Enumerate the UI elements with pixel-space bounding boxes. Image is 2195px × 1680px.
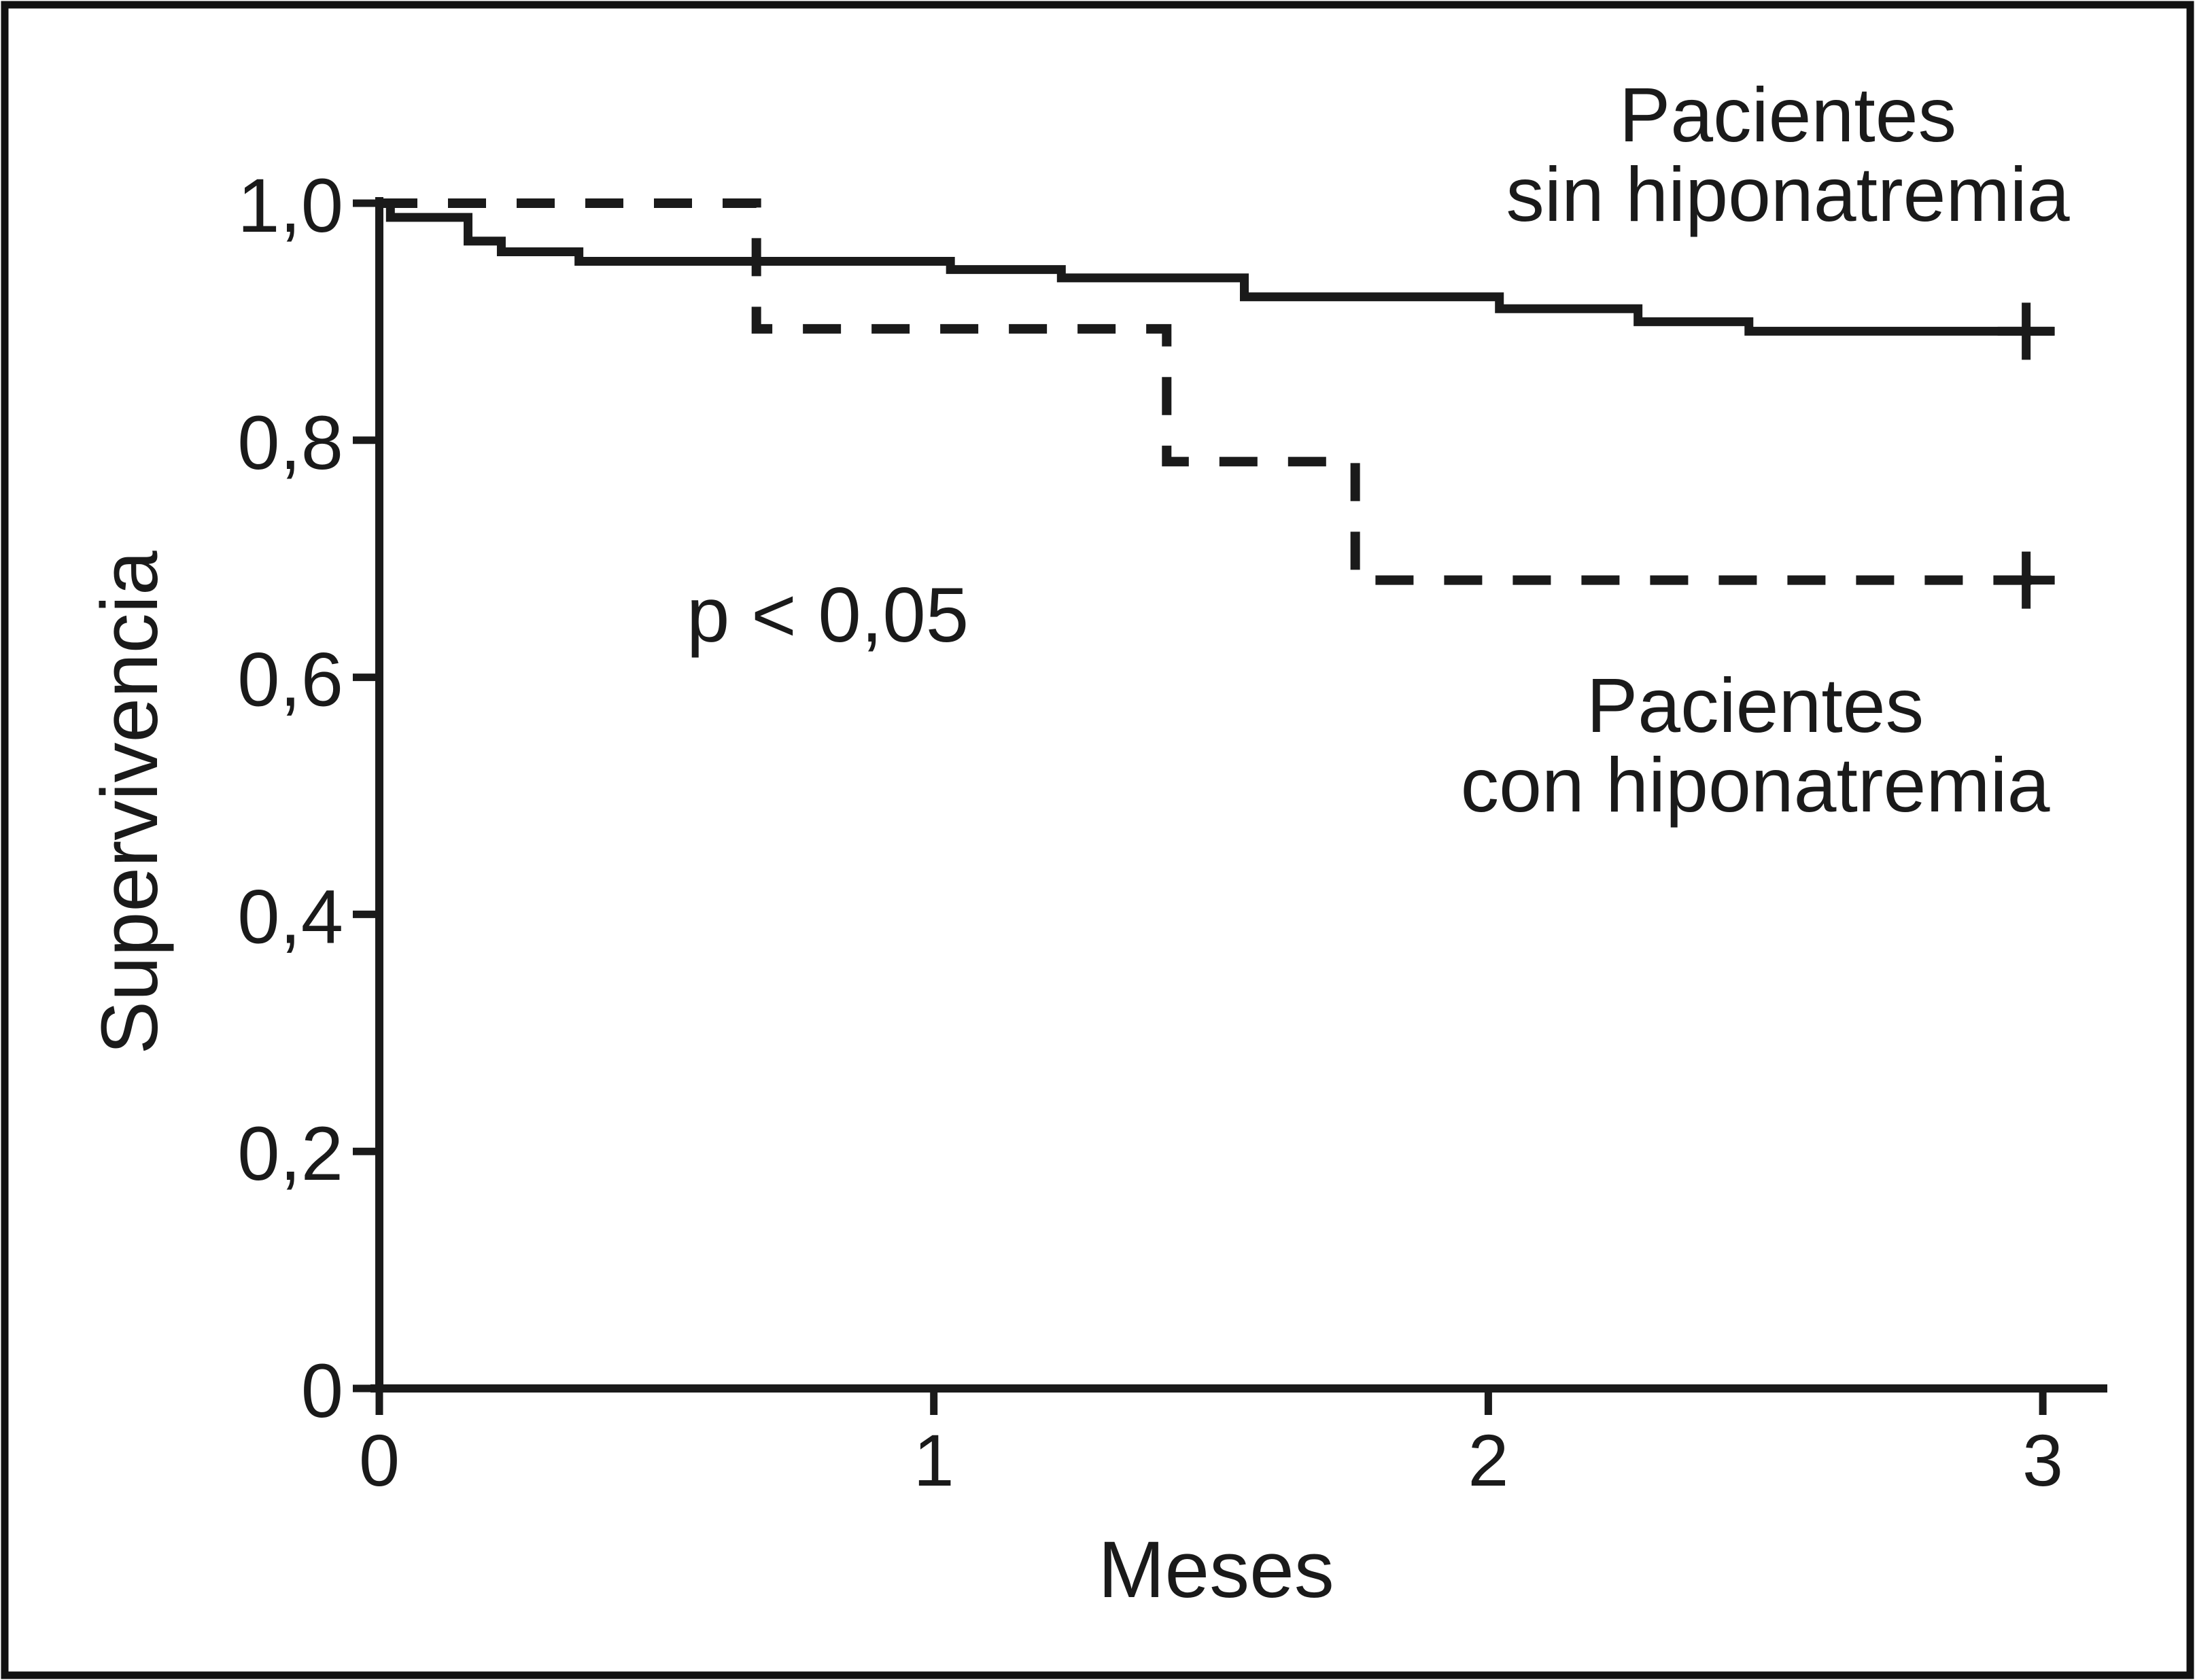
y-tick-label: 0,4 (237, 874, 343, 959)
y-tick-label: 0,6 (237, 637, 343, 722)
legend-sin-line1: Pacientes (1619, 72, 1956, 158)
x-tick-label: 0 (359, 1419, 400, 1501)
legend-con-hiponatremia: Pacientes con hiponatremia (1461, 663, 2050, 828)
y-tick-label: 0,2 (237, 1111, 343, 1196)
y-axis-title: Supervivencia (85, 550, 175, 1055)
x-axis-title: Meses (1098, 1525, 1334, 1615)
p-value-annotation: p < 0,05 (687, 572, 969, 659)
x-axis: 0 1 2 3 Meses (359, 1384, 2107, 1615)
x-axis-ticks (375, 1388, 2047, 1415)
legend-sin-hiponatremia: Pacientes sin hiponatremia (1506, 72, 2069, 237)
x-tick-label: 2 (1468, 1419, 1508, 1501)
x-tick-label: 3 (2022, 1419, 2063, 1501)
y-axis-tick-labels: 0 0,2 0,4 0,6 0,8 1,0 (237, 163, 343, 1433)
y-tick-label: 0 (301, 1348, 343, 1433)
x-tick-label: 1 (914, 1419, 954, 1501)
censor-mark-sin-hiponatremia (1997, 302, 2055, 360)
x-axis-tick-labels: 0 1 2 3 (359, 1419, 2063, 1501)
legend-sin-line2: sin hiponatremia (1506, 152, 2069, 237)
legend-con-line2: con hiponatremia (1461, 742, 2050, 828)
legend-con-line1: Pacientes (1587, 663, 1924, 748)
censor-mark-con-hiponatremia (1997, 551, 2055, 609)
y-tick-label: 1,0 (237, 163, 343, 248)
curve-con-hiponatremia (379, 198, 2054, 585)
curve-sin-hiponatremia (379, 198, 2054, 336)
y-tick-label: 0,8 (237, 400, 343, 485)
y-axis: 0 0,2 0,4 0,6 0,8 1,0 Supervivencia (85, 163, 383, 1433)
